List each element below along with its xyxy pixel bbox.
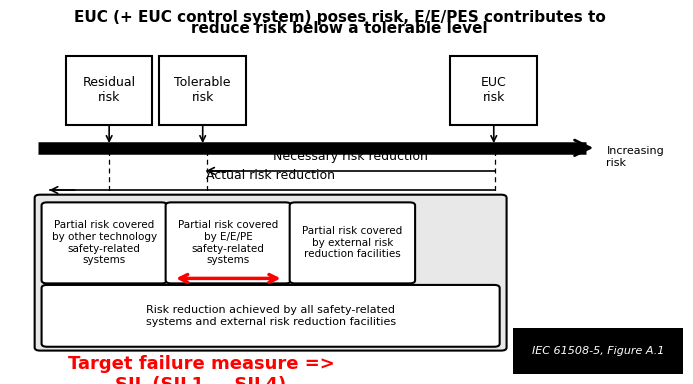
Text: Partial risk covered
by E/E/PE
safety-related
systems: Partial risk covered by E/E/PE safety-re… [178, 220, 279, 265]
Text: EUC
risk: EUC risk [481, 76, 507, 104]
Text: Necessary risk reduction: Necessary risk reduction [272, 150, 428, 163]
FancyBboxPatch shape [290, 202, 415, 283]
FancyBboxPatch shape [450, 56, 537, 125]
Text: EUC (+ EUC control system) poses risk, E/E/PES contributes to: EUC (+ EUC control system) poses risk, E… [73, 10, 606, 25]
Text: Increasing
risk: Increasing risk [606, 146, 664, 167]
Text: reduce risk below a tolerable level: reduce risk below a tolerable level [191, 21, 488, 36]
FancyBboxPatch shape [35, 195, 507, 351]
Text: Residual
risk: Residual risk [82, 76, 136, 104]
Text: Partial risk covered
by other technology
safety-related
systems: Partial risk covered by other technology… [52, 220, 157, 265]
Text: Target failure measure =>
SIL (SIL1 … SIL4): Target failure measure => SIL (SIL1 … SI… [68, 355, 334, 384]
FancyBboxPatch shape [42, 285, 500, 347]
FancyBboxPatch shape [159, 56, 246, 125]
FancyBboxPatch shape [42, 202, 167, 283]
FancyBboxPatch shape [66, 56, 152, 125]
Text: Partial risk covered
by external risk
reduction facilities: Partial risk covered by external risk re… [302, 226, 403, 260]
FancyBboxPatch shape [166, 202, 291, 283]
Text: Actual risk reduction: Actual risk reduction [206, 169, 335, 182]
FancyBboxPatch shape [513, 328, 683, 374]
Text: Tolerable
risk: Tolerable risk [175, 76, 231, 104]
Text: Risk reduction achieved by all safety-related
systems and external risk reductio: Risk reduction achieved by all safety-re… [146, 305, 396, 327]
Text: IEC 61508-5, Figure A.1: IEC 61508-5, Figure A.1 [532, 346, 664, 356]
